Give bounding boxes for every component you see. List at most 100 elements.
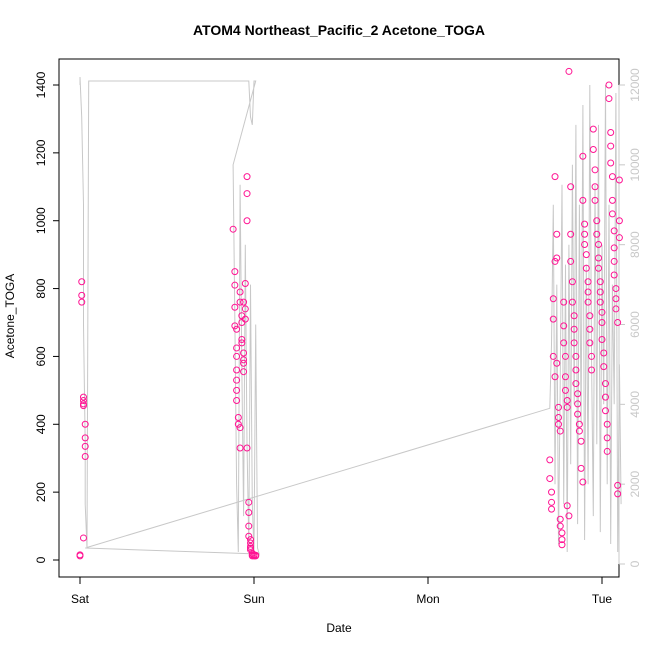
data-point bbox=[605, 95, 613, 103]
data-point bbox=[558, 541, 566, 549]
data-point bbox=[581, 230, 589, 238]
y-tick-label: 200 bbox=[34, 482, 48, 502]
data-point bbox=[252, 551, 260, 559]
data-point bbox=[81, 453, 89, 461]
data-point bbox=[549, 315, 557, 323]
data-point bbox=[548, 488, 556, 496]
data-point bbox=[560, 322, 568, 330]
data-point bbox=[579, 152, 587, 160]
data-point bbox=[245, 532, 253, 540]
data-point bbox=[238, 335, 246, 343]
y2-tick-label: 6000 bbox=[628, 311, 642, 338]
data-point bbox=[238, 339, 246, 347]
data-point bbox=[612, 305, 620, 313]
data-point bbox=[586, 339, 594, 347]
data-point bbox=[245, 522, 253, 530]
data-point bbox=[603, 434, 611, 442]
data-point bbox=[233, 397, 241, 405]
x-tick-label: Sat bbox=[71, 592, 90, 606]
data-point bbox=[593, 230, 601, 238]
y-tick-label: 1000 bbox=[34, 207, 48, 234]
data-point bbox=[231, 268, 239, 276]
data-point bbox=[596, 288, 604, 296]
data-point bbox=[233, 325, 241, 333]
data-point bbox=[553, 230, 561, 238]
data-point bbox=[240, 349, 248, 357]
data-point bbox=[582, 251, 590, 259]
data-point bbox=[586, 325, 594, 333]
data-point bbox=[612, 285, 620, 293]
data-point bbox=[247, 536, 255, 544]
data-point bbox=[589, 125, 597, 133]
x-tick-label: Tue bbox=[592, 592, 613, 606]
data-point bbox=[593, 217, 601, 225]
data-point bbox=[231, 281, 239, 289]
data-point bbox=[234, 414, 242, 421]
data-point bbox=[79, 397, 87, 405]
data-point bbox=[241, 305, 249, 313]
data-point bbox=[607, 129, 615, 136]
data-point bbox=[243, 190, 251, 198]
data-point bbox=[81, 420, 89, 428]
data-point bbox=[551, 173, 559, 181]
y2-tick-label: 0 bbox=[628, 560, 642, 567]
data-point bbox=[548, 505, 556, 513]
data-point bbox=[595, 264, 603, 272]
data-point bbox=[615, 217, 623, 225]
line-series bbox=[79, 76, 622, 555]
y2-tick-label: 8000 bbox=[628, 231, 642, 258]
data-point bbox=[551, 257, 559, 265]
data-point bbox=[551, 373, 559, 381]
data-point bbox=[233, 366, 241, 374]
data-point bbox=[565, 512, 573, 520]
data-point bbox=[78, 298, 86, 306]
data-point bbox=[568, 278, 576, 286]
data-point bbox=[233, 386, 241, 394]
data-point bbox=[614, 481, 622, 489]
y-tick-label: 800 bbox=[34, 278, 48, 298]
data-point bbox=[579, 196, 587, 204]
data-point bbox=[247, 539, 255, 547]
data-point bbox=[607, 142, 615, 150]
data-point bbox=[553, 359, 561, 367]
data-point bbox=[78, 291, 86, 299]
data-point bbox=[546, 456, 554, 464]
data-point bbox=[546, 475, 554, 483]
data-point bbox=[76, 552, 84, 560]
data-point bbox=[598, 319, 606, 326]
data-point bbox=[584, 298, 592, 306]
data-point bbox=[81, 442, 89, 450]
data-point bbox=[240, 298, 248, 306]
y2-tick-label: 2000 bbox=[628, 470, 642, 497]
data-point bbox=[607, 159, 615, 167]
data-point bbox=[591, 166, 599, 174]
data-point bbox=[567, 183, 575, 191]
data-point bbox=[236, 424, 244, 432]
data-point bbox=[565, 67, 573, 75]
data-point bbox=[601, 380, 609, 388]
y2-axis: 0 2000 4000 6000 8000 10000 12000 bbox=[618, 68, 642, 567]
x-tick-label: Sun bbox=[243, 592, 264, 606]
data-point bbox=[612, 295, 620, 303]
data-point bbox=[610, 244, 618, 252]
y-axis-label: Acetone_TOGA bbox=[3, 274, 17, 359]
data-point bbox=[233, 344, 241, 352]
data-point bbox=[603, 447, 611, 455]
data-point bbox=[601, 407, 609, 415]
points-series bbox=[76, 67, 623, 560]
data-point bbox=[243, 444, 251, 452]
data-point bbox=[596, 298, 604, 306]
data-point bbox=[549, 295, 557, 303]
data-point bbox=[229, 225, 237, 233]
data-point bbox=[561, 386, 569, 394]
data-point bbox=[231, 322, 239, 330]
data-point bbox=[241, 279, 249, 287]
data-point bbox=[240, 368, 248, 376]
data-point bbox=[572, 352, 580, 360]
data-point bbox=[549, 352, 557, 360]
data-point bbox=[575, 427, 583, 435]
data-point bbox=[577, 464, 585, 472]
data-point bbox=[584, 288, 592, 296]
data-point bbox=[591, 196, 599, 204]
y-tick-label: 1200 bbox=[34, 139, 48, 166]
